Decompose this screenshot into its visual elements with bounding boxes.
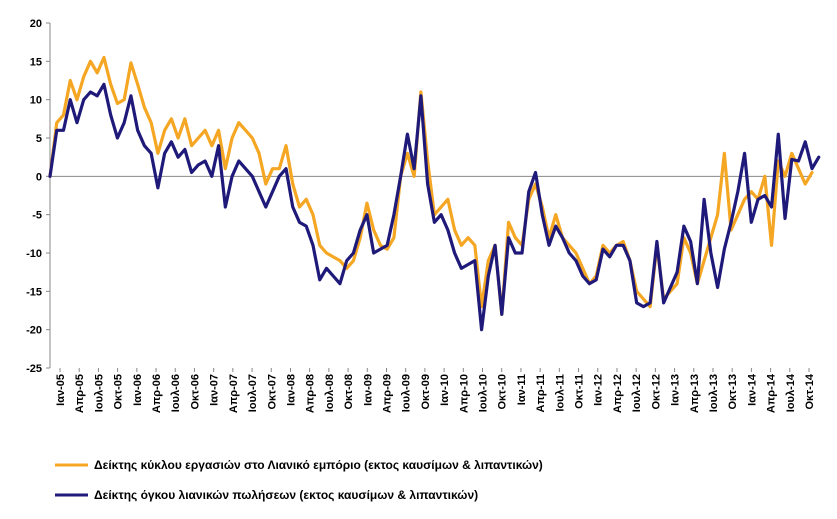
x-tick-label: Ιουλ-12 (631, 374, 643, 412)
y-axis-ticks: 20 15 10 5 0 -5 -10 -15 -20 -25 (26, 18, 50, 375)
x-tick-label: Απρ-06 (151, 374, 163, 413)
y-tick-label: -25 (26, 363, 42, 375)
x-tick-label: Απρ-13 (689, 374, 701, 413)
x-tick-label: Ιουλ-07 (247, 374, 259, 412)
x-tick-label: Οκτ-10 (497, 374, 509, 410)
x-tick-label: Απρ-08 (305, 374, 317, 413)
x-tick-label: Ιουλ-05 (93, 374, 105, 412)
x-tick-label: Απρ-11 (535, 374, 547, 412)
y-tick-label: 20 (30, 18, 42, 30)
x-tick-label: Ιουλ-13 (708, 374, 720, 412)
x-tick-label: Απρ-14 (766, 373, 778, 413)
x-tick-label: Ιαν-12 (593, 374, 605, 406)
x-tick-label: Οκτ-05 (113, 374, 125, 410)
x-tick-label: Ιουλ-06 (170, 374, 182, 412)
legend-label-1: Δείκτης κύκλου εργασιών στο Λιανικό εμπό… (94, 458, 543, 472)
x-tick-label: Οκτ-08 (343, 374, 355, 410)
x-tick-label: Ιαν-11 (516, 374, 528, 405)
y-tick-label: 10 (30, 95, 42, 107)
y-tick-label: 0 (36, 171, 42, 183)
x-tick-label: Απρ-05 (74, 374, 86, 413)
x-tick-label: Οκτ-14 (804, 373, 816, 409)
x-tick-label: Οκτ-13 (727, 374, 739, 410)
y-tick-label: -20 (26, 325, 42, 337)
x-tick-label: Ιαν-10 (439, 374, 451, 406)
y-tick-label: 5 (36, 133, 42, 145)
x-tick-label: Οκτ-09 (420, 374, 432, 410)
x-tick-label: Απρ-12 (612, 374, 624, 413)
x-tick-label: Ιαν-08 (285, 374, 297, 406)
legend-label-2: Δείκτης όγκου λιανικών πωλήσεων (εκτος κ… (94, 488, 478, 502)
x-tick-label: Ιουλ-14 (785, 373, 797, 412)
y-tick-label: -15 (26, 286, 42, 298)
x-tick-label: Οκτ-07 (266, 374, 278, 410)
x-tick-label: Ιαν-06 (132, 374, 144, 406)
x-tick-label: Οκτ-06 (189, 374, 201, 410)
y-tick-label: -10 (26, 248, 42, 260)
x-axis-ticks: Ιαν-05 Απρ-05 Ιουλ-05 Οκτ-05 Ιαν-06 Απρ-06 Ιου… (55, 368, 816, 413)
y-tick-label: 15 (30, 56, 42, 68)
x-tick-label: Οκτ-12 (650, 374, 662, 410)
y-tick-label: -5 (32, 210, 42, 222)
series-line-1 (48, 55, 814, 316)
x-tick-label: Απρ-07 (228, 374, 240, 413)
x-tick-label: Απρ-09 (381, 374, 393, 413)
x-tick-label: Ιουλ-08 (324, 374, 336, 412)
legend: Δείκτης κύκλου εργασιών στο Λιανικό εμπό… (55, 458, 543, 502)
x-tick-label: Ιουλ-09 (401, 374, 413, 412)
x-tick-label: Ιαν-14 (746, 373, 758, 406)
x-tick-label: Ιαν-09 (362, 374, 374, 406)
series-group (48, 55, 821, 332)
x-tick-label: Ιαν-13 (670, 374, 682, 406)
series-line-2 (48, 82, 821, 332)
x-tick-label: Ιουλ-10 (478, 374, 490, 412)
x-tick-label: Απρ-10 (458, 374, 470, 413)
x-tick-label: Οκτ-11 (574, 374, 586, 409)
x-tick-label: Ιαν-05 (55, 374, 67, 406)
x-tick-label: Ιαν-07 (209, 374, 221, 406)
x-tick-label: Ιουλ-11 (554, 374, 566, 412)
